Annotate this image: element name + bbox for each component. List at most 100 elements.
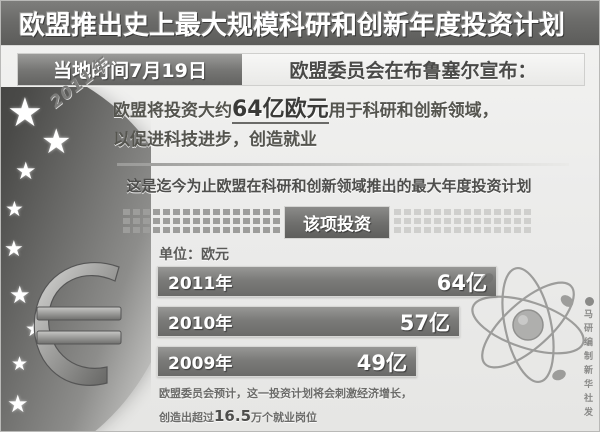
dot xyxy=(464,209,471,215)
bar-chart: 2011年 64亿 2010年 57亿 2009年 49亿 xyxy=(157,266,497,386)
dot xyxy=(263,218,270,224)
footnote-jobs-number: 16.5 xyxy=(214,407,252,426)
dot xyxy=(444,218,451,224)
dot xyxy=(163,227,170,233)
bar-row: 2009年 49亿 xyxy=(157,346,417,377)
euro-symbol-icon xyxy=(23,251,143,401)
bar-category-label: 2009年 xyxy=(168,354,233,374)
dot-row xyxy=(394,227,531,233)
dot xyxy=(153,218,160,224)
dot xyxy=(444,209,451,215)
dot xyxy=(414,209,421,215)
dot xyxy=(273,209,280,215)
lead-prefix: 欧盟将投资大约 xyxy=(113,101,232,121)
dot xyxy=(434,227,441,233)
dot xyxy=(193,209,200,215)
bar-category-label: 2010年 xyxy=(168,314,233,334)
lead-suffix: 用于科研和创新领域， xyxy=(328,101,499,121)
dot xyxy=(454,209,461,215)
dot xyxy=(233,227,240,233)
dot-row xyxy=(123,209,280,215)
dot xyxy=(243,227,250,233)
dot xyxy=(163,218,170,224)
dot xyxy=(424,227,431,233)
page-title: 欧盟推出史上最大规模科研和创新年度投资计划 xyxy=(19,10,566,41)
dot xyxy=(193,227,200,233)
lead-line2: 以促进科技进步，创造就业 xyxy=(113,130,317,151)
dot xyxy=(263,227,270,233)
dot xyxy=(494,227,501,233)
dot xyxy=(484,218,491,224)
dot xyxy=(223,209,230,215)
announcement-text: 欧盟委员会在布鲁塞尔宣布： xyxy=(289,60,537,82)
lead-highlight-amount: 64亿欧元 xyxy=(232,97,329,124)
footnote-line2-suffix: 万个就业岗位 xyxy=(251,411,318,425)
dot xyxy=(454,218,461,224)
dot xyxy=(123,227,130,233)
dot-row xyxy=(394,209,531,215)
banner-label: 该项投资 xyxy=(284,205,390,239)
section-banner: 该项投资 xyxy=(123,205,531,239)
dot xyxy=(444,227,451,233)
credit-char: 研 xyxy=(583,323,594,334)
dot xyxy=(243,218,250,224)
dot-row xyxy=(394,218,531,224)
dot xyxy=(253,227,260,233)
dot xyxy=(203,227,210,233)
date-badge: 当地时间7月19日 xyxy=(18,54,242,85)
subline-text: 这是迄今为止欧盟在科研和创新领域推出的最大年度投资计划 xyxy=(126,177,532,195)
dot xyxy=(173,227,180,233)
dot xyxy=(233,218,240,224)
dot xyxy=(494,218,501,224)
dot-pattern-right xyxy=(394,209,531,235)
dot xyxy=(173,218,180,224)
star-icon: ★ xyxy=(4,237,24,262)
star-icon: ★ xyxy=(7,390,29,418)
dot xyxy=(504,227,511,233)
lead-paragraph: 欧盟将投资大约64亿欧元用于科研和创新领域， 以促进科技进步，创造就业 xyxy=(113,93,583,153)
star-icon: ★ xyxy=(15,157,37,185)
dot xyxy=(514,227,521,233)
dot xyxy=(263,209,270,215)
star-icon: ★ xyxy=(41,122,72,162)
bar-category-label: 2011年 xyxy=(168,274,233,294)
dot xyxy=(474,209,481,215)
dot xyxy=(143,209,150,215)
dot xyxy=(504,218,511,224)
dot-pattern-left xyxy=(123,209,280,235)
header-banner: 欧盟推出史上最大规模科研和创新年度投资计划 xyxy=(1,1,599,46)
dot xyxy=(484,209,491,215)
credit-char: 编 xyxy=(583,337,594,348)
dot xyxy=(464,218,471,224)
dot xyxy=(193,218,200,224)
credit-char: 华 xyxy=(583,379,594,390)
bar-row: 2010年 57亿 xyxy=(157,306,460,337)
star-icon: ★ xyxy=(7,90,43,136)
dot xyxy=(524,218,531,224)
dot xyxy=(434,218,441,224)
dot xyxy=(133,218,140,224)
dot xyxy=(183,227,190,233)
dot xyxy=(213,227,220,233)
dot xyxy=(514,209,521,215)
dot xyxy=(394,209,401,215)
dot xyxy=(404,227,411,233)
dot xyxy=(464,227,471,233)
subheader-bar: 当地时间7月19日 欧盟委员会在布鲁塞尔宣布： xyxy=(17,53,585,86)
dot xyxy=(484,227,491,233)
credit-byline: 马 研 编 制 新 华 社 发 xyxy=(582,297,596,421)
dot xyxy=(203,209,210,215)
dot-row xyxy=(123,227,280,233)
dot xyxy=(253,209,260,215)
dot xyxy=(153,227,160,233)
dot xyxy=(183,218,190,224)
divider-rule xyxy=(117,163,569,166)
dot xyxy=(153,209,160,215)
dot xyxy=(123,218,130,224)
dot xyxy=(524,227,531,233)
dot xyxy=(514,218,521,224)
dot xyxy=(404,218,411,224)
footnote-line2-prefix: 创造出超过 xyxy=(159,411,214,425)
dot xyxy=(474,218,481,224)
